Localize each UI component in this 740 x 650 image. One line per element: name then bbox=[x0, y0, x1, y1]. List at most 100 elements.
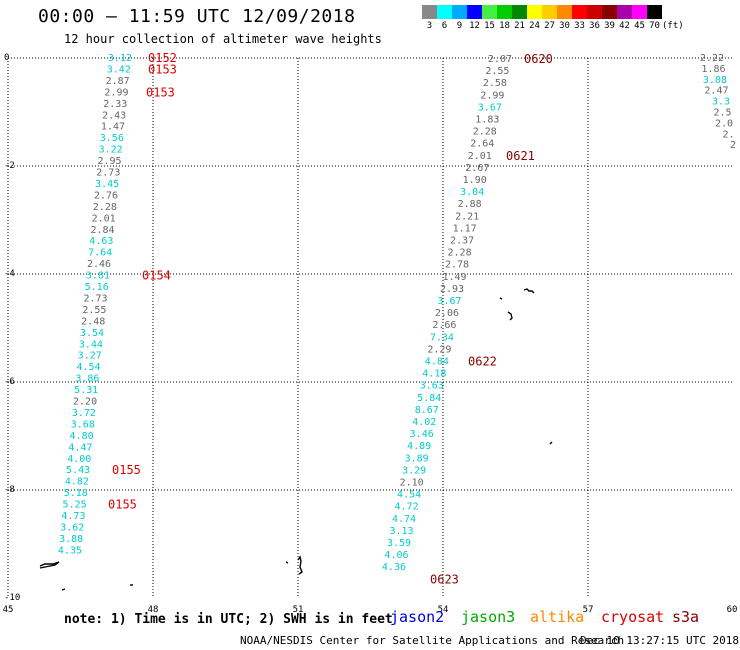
scale-swatch bbox=[587, 5, 602, 19]
y-axis-label: -2 bbox=[4, 161, 15, 171]
wave-height-value: 7.64 bbox=[88, 248, 112, 259]
wave-height-value: 4.54 bbox=[397, 490, 421, 501]
wave-height-value: 3.89 bbox=[405, 453, 429, 464]
y-axis-label: -4 bbox=[4, 269, 15, 279]
wave-height-value: 2.37 bbox=[450, 236, 474, 247]
pass-time-label: 0154 bbox=[142, 269, 171, 283]
wave-height-value: 3.81 bbox=[86, 271, 110, 282]
wave-height-value: 3.72 bbox=[72, 408, 96, 419]
wave-height-value: 3.45 bbox=[95, 179, 119, 190]
y-axis-label: -8 bbox=[4, 485, 15, 495]
scale-label: 30 bbox=[559, 21, 570, 31]
pass-time-label: 0621 bbox=[506, 149, 535, 163]
wave-height-value: 2.73 bbox=[83, 293, 107, 304]
pass-time-label: 0153 bbox=[148, 62, 177, 76]
y-axis-label: 0 bbox=[4, 53, 9, 63]
scale-swatch bbox=[482, 5, 497, 19]
scale-label: 45 bbox=[634, 21, 645, 31]
wave-height-value: 2.73 bbox=[96, 168, 120, 179]
wave-height-value: 2.78 bbox=[445, 260, 469, 271]
wave-height-value: 5.43 bbox=[66, 465, 90, 476]
wave-height-value: 4.80 bbox=[70, 431, 94, 442]
scale-swatch bbox=[557, 5, 572, 19]
wave-height-value: 2.07 bbox=[488, 54, 512, 65]
wave-height-value: 2.20 bbox=[73, 397, 97, 408]
wave-height-value: 2.10 bbox=[400, 478, 424, 489]
wave-height-value: 3.54 bbox=[80, 328, 104, 339]
pass-time-label: 0622 bbox=[468, 355, 497, 369]
x-axis-label: 45 bbox=[3, 605, 14, 615]
wave-height-value: 2.87 bbox=[106, 76, 130, 87]
wave-height-value: 7.34 bbox=[430, 332, 454, 343]
wave-height-value: 5.18 bbox=[64, 488, 88, 499]
wave-height-value: 4.63 bbox=[89, 236, 113, 247]
wave-height-value: 4.73 bbox=[61, 511, 85, 522]
scale-swatch bbox=[497, 5, 512, 19]
island-outline bbox=[523, 288, 535, 294]
wave-height-value: 1.49 bbox=[442, 272, 466, 283]
wave-height-value: 3.08 bbox=[703, 75, 727, 86]
scale-label: 18 bbox=[499, 21, 510, 31]
wave-height-value: 2.58 bbox=[483, 78, 507, 89]
wave-height-value: 2.01 bbox=[468, 151, 492, 162]
pass-time-label: 0153 bbox=[146, 85, 175, 99]
island-outline bbox=[507, 311, 513, 321]
x-axis-label: 54 bbox=[438, 605, 449, 615]
wave-height-value: 3.46 bbox=[410, 429, 434, 440]
wave-height-value: 5.84 bbox=[417, 393, 441, 404]
wave-height-value: 4.54 bbox=[77, 362, 101, 373]
scale-swatch bbox=[617, 5, 632, 19]
wave-height-value: 2.93 bbox=[440, 284, 464, 295]
wave-height-value: 2.5 bbox=[713, 108, 731, 119]
scale-swatch bbox=[602, 5, 617, 19]
wave-height-value: 4.47 bbox=[68, 442, 92, 453]
wave-height-value: 1.83 bbox=[475, 115, 499, 126]
wave-height-value: 2. bbox=[722, 129, 734, 140]
wave-height-value: 4.00 bbox=[67, 454, 91, 465]
x-axis-label: 48 bbox=[148, 605, 159, 615]
scale-swatch bbox=[422, 5, 437, 19]
wave-height-value: 3.13 bbox=[389, 526, 413, 537]
scale-label: 12 bbox=[469, 21, 480, 31]
scale-label: 21 bbox=[514, 21, 525, 31]
page-subtitle: 12 hour collection of altimeter wave hei… bbox=[64, 32, 382, 46]
wave-height-value: 3.67 bbox=[437, 296, 461, 307]
wave-height-value: 2.33 bbox=[103, 99, 127, 110]
wave-height-value: 2.88 bbox=[458, 199, 482, 210]
scale-swatch bbox=[572, 5, 587, 19]
pass-time-label: 0623 bbox=[430, 572, 459, 586]
wave-height-value: 2.67 bbox=[465, 163, 489, 174]
wave-height-value: 2.43 bbox=[102, 110, 126, 121]
wave-height-value: 2.64 bbox=[470, 139, 494, 150]
pass-time-label: 0155 bbox=[112, 463, 141, 477]
wave-height-value: 4.89 bbox=[407, 441, 431, 452]
wave-height-value: 3.42 bbox=[107, 64, 131, 75]
scale-label: 42 bbox=[619, 21, 630, 31]
wave-height-value: 2.0 bbox=[715, 118, 733, 129]
legend-s3a: s3a bbox=[672, 608, 700, 626]
wave-height-value: 2.29 bbox=[427, 344, 451, 355]
scale-label: 15 bbox=[484, 21, 495, 31]
page-title: 00:00 – 11:59 UTC 12/09/2018 bbox=[38, 6, 356, 27]
wave-height-value: 1.47 bbox=[101, 122, 125, 133]
scale-label: 24 bbox=[529, 21, 540, 31]
footer-note: note: 1) Time is in UTC; 2) SWH is in fe… bbox=[64, 612, 393, 627]
x-axis-label: 60 bbox=[727, 605, 738, 615]
wave-height-value: 2.66 bbox=[432, 320, 456, 331]
wave-height-value: 4.36 bbox=[382, 562, 406, 573]
scale-swatch bbox=[542, 5, 557, 19]
wave-height-value: 2.55 bbox=[485, 66, 509, 77]
wave-height-value: 3.12 bbox=[108, 53, 132, 64]
wave-height-value: 3.86 bbox=[75, 374, 99, 385]
scale-label: (ft) bbox=[662, 21, 684, 31]
island-outline bbox=[39, 561, 60, 569]
x-axis-label: 57 bbox=[583, 605, 594, 615]
island-outline bbox=[549, 441, 553, 445]
wave-height-value: 2.95 bbox=[97, 156, 121, 167]
wave-height-value: 4.72 bbox=[395, 502, 419, 513]
wave-height-value: 3.62 bbox=[60, 522, 84, 533]
wave-height-value: 3.44 bbox=[79, 339, 103, 350]
wave-height-value: 2.76 bbox=[94, 190, 118, 201]
scale-label: 9 bbox=[456, 21, 463, 31]
wave-height-value: 3.63 bbox=[420, 381, 444, 392]
